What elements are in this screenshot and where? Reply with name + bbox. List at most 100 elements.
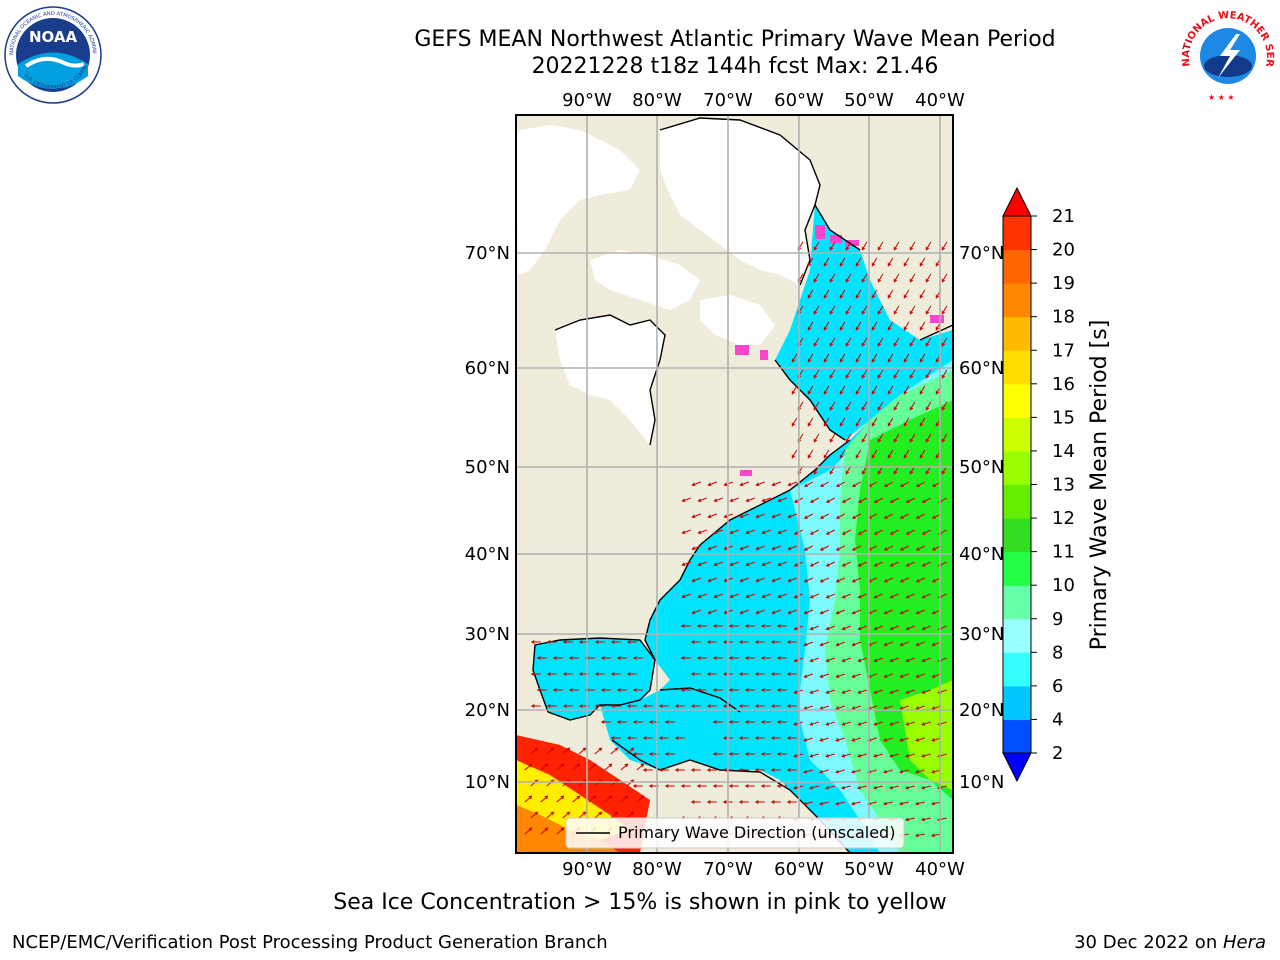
- wave-arrowhead-icon: [754, 672, 759, 676]
- wave-arrowhead-icon: [760, 720, 765, 724]
- wave-arrowhead-icon: [776, 720, 781, 724]
- wave-arrowhead-icon: [889, 722, 894, 726]
- wave-arrowhead-icon: [855, 422, 860, 427]
- wave-arrowhead-icon: [905, 658, 910, 663]
- wave-arrowhead-icon: [861, 470, 866, 475]
- wave-arrowhead-icon: [624, 763, 629, 768]
- wave-arrowhead-icon: [819, 515, 824, 519]
- wave-arrow-icon: [916, 577, 926, 583]
- wave-arrowhead-icon: [829, 470, 834, 475]
- wave-arrow-icon: [829, 241, 836, 251]
- lat-label-right: 60°N: [959, 358, 1004, 379]
- wave-arrowhead-icon: [841, 626, 846, 631]
- wave-arrowhead-icon: [560, 763, 565, 768]
- wave-arrowhead-icon: [825, 626, 830, 631]
- wave-arrowhead-icon: [819, 483, 824, 487]
- nws-logo-star-icon: ★ ★ ★: [1208, 93, 1235, 102]
- wave-arrowhead-icon: [803, 547, 808, 551]
- wave-arrowhead-icon: [909, 246, 914, 251]
- wave-arrowhead-icon: [776, 752, 781, 756]
- wave-arrowhead-icon: [819, 610, 824, 615]
- wave-arrowhead-icon: [915, 515, 920, 519]
- wave-arrowhead-icon: [706, 704, 711, 708]
- wave-arrow-icon: [941, 369, 948, 379]
- wave-arrowhead-icon: [861, 310, 866, 315]
- wave-arrow-icon: [941, 337, 948, 347]
- wave-arrowhead-icon: [889, 499, 894, 503]
- wave-arrow-icon: [746, 561, 755, 566]
- wave-arrow-icon: [868, 513, 878, 519]
- wave-arrowhead-icon: [754, 640, 759, 644]
- nws-logo-cloud-icon: [1204, 55, 1252, 77]
- wave-arrowhead-icon: [648, 784, 653, 788]
- wave-arrowhead-icon: [723, 482, 728, 486]
- colorbar-segment: [1003, 618, 1031, 653]
- colorbar-over-triangle: [1002, 186, 1032, 217]
- wave-arrow-icon: [922, 721, 931, 726]
- wave-arrowhead-icon: [674, 736, 679, 740]
- wave-arrowhead-icon: [873, 722, 878, 726]
- wave-arrowhead-icon: [787, 514, 792, 518]
- wave-arrow-icon: [906, 529, 916, 535]
- wave-arrowhead-icon: [919, 454, 924, 459]
- wave-arrow-icon: [746, 497, 755, 502]
- colorbar-tick-label: 9: [1052, 609, 1063, 630]
- wave-arrow-icon: [604, 763, 612, 771]
- wave-arrowhead-icon: [562, 640, 567, 644]
- wave-arrowhead-icon: [739, 578, 744, 582]
- wave-arrowhead-icon: [861, 374, 866, 379]
- wave-arrow-icon: [909, 241, 916, 251]
- wave-arrow-icon: [877, 273, 884, 283]
- wave-arrow-icon: [868, 545, 878, 551]
- wave-arrowhead-icon: [754, 800, 759, 804]
- wave-arrow-icon: [820, 673, 829, 678]
- wave-arrowhead-icon: [598, 747, 603, 752]
- wave-arrowhead-icon: [723, 514, 728, 518]
- wave-arrow-icon: [900, 641, 909, 646]
- wave-arrow-icon: [893, 273, 900, 283]
- wave-arrowhead-icon: [871, 326, 876, 331]
- wave-arrowhead-icon: [664, 720, 669, 724]
- wave-arrowhead-icon: [931, 738, 936, 742]
- wave-arrow-icon: [540, 795, 548, 803]
- wave-arrow-icon: [626, 779, 634, 787]
- wave-arrow-icon: [887, 417, 894, 427]
- wave-arrowhead-icon: [930, 833, 935, 838]
- wave-arrowhead-icon: [576, 763, 581, 768]
- wave-arrow-icon: [835, 737, 845, 742]
- wave-arrowhead-icon: [809, 499, 814, 503]
- ice-archipelago-east: [660, 118, 820, 285]
- wave-arrowhead-icon: [761, 594, 766, 598]
- wave-arrowhead-icon: [578, 704, 583, 708]
- lat-labels-left: 70°N 60°N 50°N 40°N 30°N 20°N 10°N: [465, 243, 510, 793]
- lon-label-bottom: 70°W: [703, 859, 753, 880]
- wave-arrowhead-icon: [807, 326, 812, 331]
- wave-arrowhead-icon: [920, 785, 926, 790]
- wave-arrowhead-icon: [755, 610, 760, 614]
- wave-arrow-icon: [884, 673, 893, 678]
- wave-arrowhead-icon: [877, 310, 882, 315]
- wave-arrow-icon: [820, 545, 830, 551]
- wave-arrowhead-icon: [899, 579, 904, 583]
- wave-arrow-icon: [925, 433, 932, 443]
- wave-arrowhead-icon: [560, 827, 565, 832]
- wave-arrowhead-icon: [931, 547, 936, 551]
- wave-arrow-icon: [877, 369, 884, 379]
- wave-arrowhead-icon: [841, 563, 846, 567]
- wave-arrow-icon: [900, 481, 910, 487]
- wave-arrowhead-icon: [626, 640, 631, 644]
- wave-arrow-icon: [916, 545, 926, 551]
- wave-arrow-icon: [839, 353, 846, 363]
- wave-arrow-icon: [909, 433, 916, 443]
- wave-arrow-icon: [756, 545, 765, 550]
- legend-box: [565, 817, 905, 849]
- wave-arrowhead-icon: [761, 562, 766, 566]
- wave-arrowhead-icon: [935, 262, 940, 267]
- wave-arrowhead-icon: [920, 817, 925, 822]
- legend-label: Primary Wave Direction (unscaled): [618, 823, 895, 842]
- lat-label-right: 10°N: [959, 772, 1004, 793]
- wave-arrowhead-icon: [640, 763, 645, 768]
- wave-arrowhead-icon: [888, 785, 894, 790]
- wave-arrowhead-icon: [915, 642, 920, 647]
- wave-arrow-icon: [820, 513, 830, 519]
